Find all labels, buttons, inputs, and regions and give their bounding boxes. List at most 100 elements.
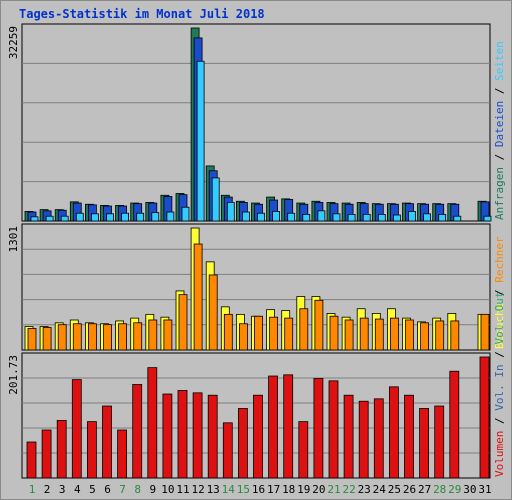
bar-volumen-day-10 [162, 393, 173, 479]
x-tick-label: 31 [478, 483, 491, 496]
x-tick-label: 9 [149, 483, 156, 496]
x-tick-label: 8 [134, 483, 141, 496]
legend-entry: Rechner [493, 236, 506, 283]
bar-rechner-day-27 [420, 322, 430, 351]
bar-seiten-day-25 [392, 214, 401, 222]
x-tick-label: 10 [161, 483, 174, 496]
x-tick-label: 29 [448, 483, 461, 496]
bar-volumen-day-23 [358, 400, 369, 479]
x-tick-label: 27 [418, 483, 431, 496]
legend-entry: Anfragen [493, 167, 506, 220]
legend-entry: Besuche [493, 303, 506, 349]
x-tick-label: 17 [267, 483, 280, 496]
bar-volumen-day-5 [87, 421, 97, 479]
bar-rechner-day-10 [163, 319, 173, 351]
bar-rechner-day-18 [284, 317, 294, 351]
legend-top: Anfragen / Dateien / Seiten [493, 41, 506, 220]
panel-bottom: 201.73 [7, 352, 491, 479]
bar-seiten-day-12 [196, 60, 205, 222]
x-tick-label: 5 [89, 483, 96, 496]
y-max-label: 32259 [7, 26, 20, 59]
bar-rechner-day-12 [193, 243, 203, 351]
bar-seiten-day-21 [332, 213, 341, 222]
bar-rechner-day-8 [133, 322, 143, 351]
x-tick-label: 13 [207, 483, 220, 496]
chart-title: Tages-Statistik im Monat Juli 2018 [19, 7, 265, 21]
bar-volumen-day-22 [343, 394, 354, 479]
bar-volumen-day-27 [419, 408, 430, 479]
panel-border [21, 23, 491, 222]
x-tick-label: 20 [312, 483, 325, 496]
bar-volumen-day-21 [328, 380, 339, 479]
bar-volumen-day-24 [373, 398, 384, 479]
bar-volumen-day-1 [26, 441, 37, 479]
x-tick-label: 6 [104, 483, 111, 496]
bar-seiten-day-4 [75, 212, 84, 222]
legend-entry: Dateien [493, 101, 506, 147]
bar-volumen-day-31 [479, 356, 490, 479]
bar-rechner-day-29 [450, 320, 460, 351]
legend-separator: / [493, 147, 506, 167]
legend-separator: / [493, 283, 506, 303]
bar-seiten-day-6 [106, 213, 114, 222]
bar-seiten-day-15 [241, 211, 250, 222]
bar-volumen-day-7 [117, 429, 127, 479]
bar-rechner-day-25 [389, 317, 399, 351]
x-tick-label: 1 [29, 483, 36, 496]
bar-seiten-day-17 [272, 211, 281, 222]
x-tick-label: 24 [373, 483, 387, 496]
bar-rechner-day-31 [480, 313, 490, 351]
bar-seiten-day-18 [287, 212, 296, 222]
x-tick-label: 4 [74, 483, 81, 496]
legend-bottom: Volumen / Vol. In / Vol. Out [493, 292, 506, 477]
x-tick-label: 11 [176, 483, 189, 496]
bar-volumen-day-16 [253, 394, 263, 479]
x-tick-label: 16 [252, 483, 265, 496]
bar-volumen-day-28 [434, 405, 445, 479]
bar-seiten-day-28 [438, 214, 447, 222]
legend-middle: Besuche / Rechner [493, 236, 506, 349]
bar-seiten-day-1 [30, 216, 39, 222]
bar-volumen-day-9 [147, 367, 158, 479]
x-tick-label: 12 [191, 483, 204, 496]
bar-seiten-day-19 [302, 214, 311, 222]
x-tick-label: 26 [403, 483, 416, 496]
y-max-label: 201.73 [7, 355, 20, 395]
x-tick-label: 30 [463, 483, 476, 496]
bar-rechner-day-22 [344, 319, 354, 351]
bar-rechner-day-14 [223, 313, 233, 351]
x-tick-label: 15 [237, 483, 250, 496]
bar-seiten-day-27 [423, 213, 432, 222]
bar-volumen-day-13 [207, 394, 218, 479]
bar-rechner-day-28 [435, 320, 445, 351]
bar-rechner-day-19 [299, 308, 309, 351]
bar-seiten-day-26 [408, 211, 416, 222]
bar-volumen-day-25 [388, 386, 399, 479]
bar-seiten-day-24 [377, 214, 386, 222]
bar-rechner-day-3 [57, 324, 67, 351]
bar-seiten-day-23 [362, 214, 371, 222]
bar-volumen-day-4 [71, 379, 82, 479]
bar-volumen-day-6 [102, 405, 112, 479]
bar-volumen-day-11 [177, 390, 188, 479]
x-tick-label: 18 [282, 483, 295, 496]
legend-entry: Vol. Out [493, 292, 506, 345]
bar-rechner-day-17 [269, 316, 279, 351]
x-tick-label: 14 [222, 483, 236, 496]
x-tick-label: 2 [44, 483, 51, 496]
bar-seiten-day-3 [60, 215, 69, 222]
bar-rechner-day-26 [405, 319, 414, 351]
bar-seiten-day-5 [91, 213, 99, 222]
bar-rechner-day-21 [329, 315, 339, 351]
bar-rechner-day-7 [118, 323, 127, 351]
bar-rechner-day-9 [148, 319, 158, 351]
bar-volumen-day-17 [268, 375, 279, 479]
bar-volumen-day-26 [404, 394, 414, 479]
bar-volumen-day-3 [56, 420, 67, 479]
x-tick-label: 21 [327, 483, 340, 496]
bar-rechner-day-11 [178, 294, 188, 351]
x-tick-label: 3 [59, 483, 66, 496]
bar-seiten-day-16 [257, 212, 265, 222]
legend-entry: Vol. In [493, 364, 506, 410]
